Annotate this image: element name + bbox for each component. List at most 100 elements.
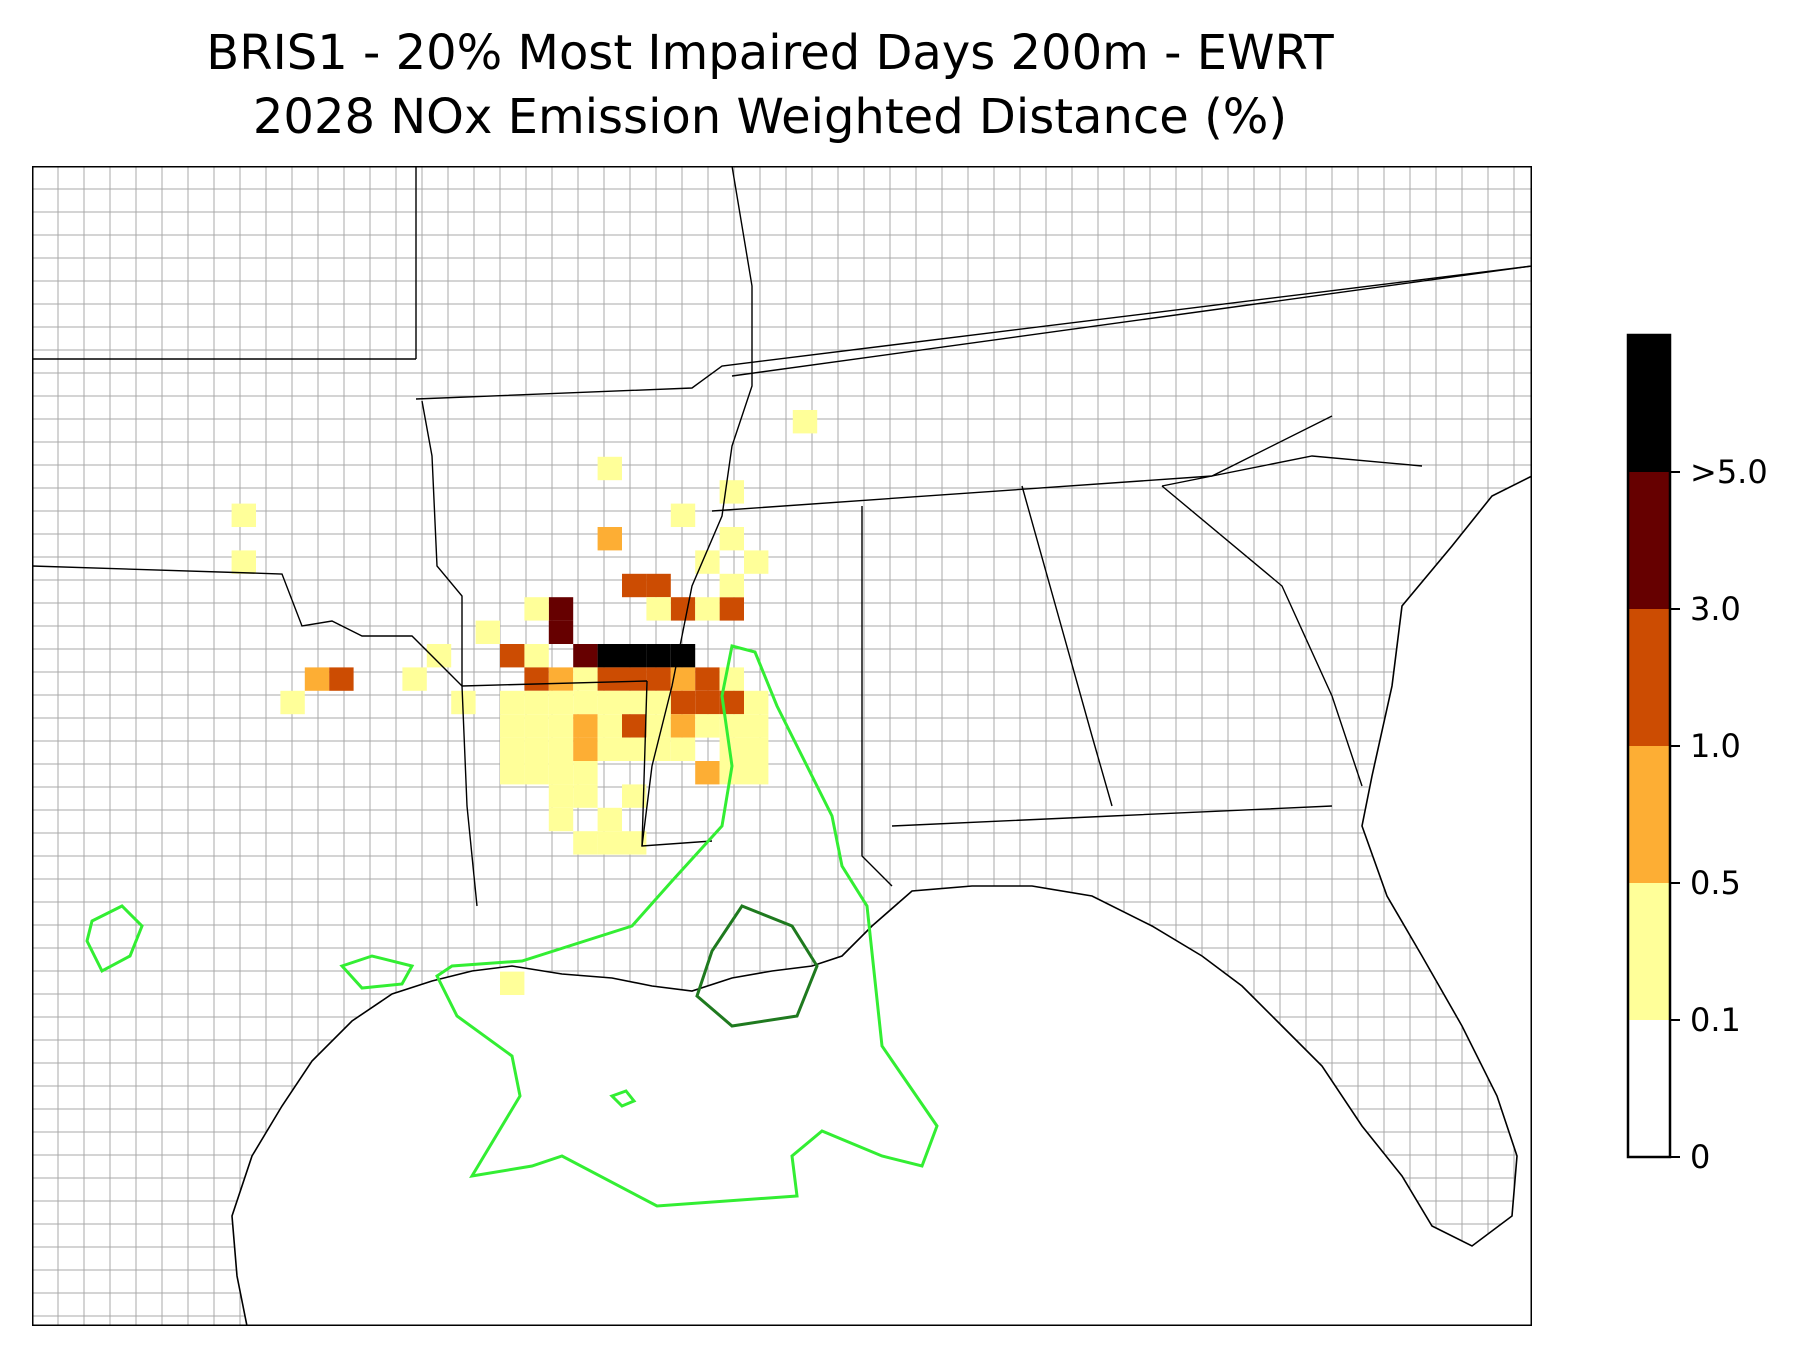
grid-cell	[304, 667, 330, 691]
contours	[85, 644, 939, 1208]
grid-cell	[573, 737, 598, 761]
grid-cell	[719, 690, 744, 715]
state-line-tx-ok	[32, 565, 463, 687]
grid-cell	[622, 784, 647, 808]
emission-grid-cells	[231, 410, 818, 995]
grid-cell	[548, 737, 574, 761]
grid-cell	[597, 714, 622, 738]
grid-cell	[719, 597, 744, 621]
grid-cell	[231, 503, 256, 527]
grid-cell	[500, 737, 525, 761]
state-line-nc-sc	[1161, 455, 1423, 487]
grid-cell	[500, 690, 525, 715]
grid-cell	[695, 597, 720, 621]
grid-cell	[329, 667, 354, 691]
grid-cell	[719, 714, 744, 738]
grid-cell	[622, 737, 647, 761]
map-title-line2: 2028 NOx Emission Weighted Distance (%)	[252, 89, 1288, 145]
colorbar-tick-label: 0.1	[1690, 1001, 1741, 1039]
grid-cell	[695, 667, 720, 691]
grid-cell	[597, 527, 622, 551]
grid-cell	[646, 667, 671, 691]
grid-cell	[744, 690, 769, 715]
grid-cell	[231, 550, 256, 574]
grid-cell	[622, 714, 647, 738]
grid-cell	[670, 737, 696, 761]
grid-cell	[597, 456, 622, 481]
grid-cell	[670, 667, 696, 691]
inner-contour	[695, 904, 819, 1028]
grid-cell	[500, 714, 525, 738]
grid-cell	[622, 690, 647, 715]
grid-cell	[548, 597, 574, 621]
grid-cell	[744, 714, 769, 738]
grid-cell	[744, 761, 769, 785]
grid-cell	[573, 690, 598, 715]
colorbar-tick-label: 3.0	[1690, 590, 1741, 628]
grid-cell	[744, 737, 769, 761]
grid-cell	[524, 644, 549, 668]
grid-cell	[670, 690, 696, 715]
grid-cell	[524, 761, 549, 785]
coastline	[32, 166, 1532, 1326]
grid-cell	[524, 714, 549, 738]
grid-cell	[426, 644, 452, 668]
colorbar-block	[1628, 883, 1670, 1020]
grid-cell	[597, 807, 622, 832]
grid-cell	[792, 410, 818, 434]
tiny-contour-gulf	[609, 1089, 637, 1108]
grid-cell	[573, 714, 598, 738]
grid-cell	[500, 971, 525, 995]
colorbar-tick-label: >5.0	[1690, 453, 1768, 491]
grid-cell	[573, 667, 598, 691]
grid-cell	[548, 690, 574, 715]
grid-cell	[548, 784, 574, 808]
grid-cell	[646, 690, 671, 715]
state-line-ky-tn	[731, 265, 1532, 377]
grid-cell	[695, 714, 720, 738]
grid-cell	[719, 573, 744, 598]
state-line-al-ms	[861, 506, 893, 887]
grid-cell	[402, 667, 427, 691]
grid-cell	[622, 644, 647, 668]
grid-cell	[500, 761, 525, 785]
grid-cell	[695, 761, 720, 785]
grid-cell	[622, 573, 647, 598]
grid-cell	[646, 737, 671, 761]
grid-cell	[524, 597, 549, 621]
map-panel	[32, 166, 1532, 1326]
grid-cell	[719, 737, 744, 761]
colorbar-block	[1628, 746, 1670, 883]
grid-cell	[719, 527, 744, 551]
colorbar-blocks	[1626, 333, 1672, 1159]
grid-cell	[597, 831, 622, 855]
grid-cell	[573, 644, 598, 668]
grid-cell	[622, 667, 647, 691]
grid-cell	[573, 784, 598, 808]
state-line-la-tx	[461, 685, 478, 907]
colorbar-block	[1628, 609, 1670, 746]
grid-cell	[475, 620, 500, 644]
grid-cell	[670, 503, 696, 527]
colorbar-tick-label: 0	[1690, 1138, 1710, 1176]
grid-cell	[548, 667, 574, 691]
colorbar-block	[1628, 472, 1670, 609]
colorbar-tick-label: 1.0	[1690, 727, 1741, 765]
grid-cell	[597, 690, 622, 715]
grid-cell	[548, 807, 574, 832]
state-line-ar-west	[421, 400, 463, 686]
state-line-fl-al	[891, 805, 1333, 827]
grid-cell	[524, 737, 549, 761]
grid-cell	[573, 761, 598, 785]
grid-cell	[670, 597, 696, 621]
grid-cell	[646, 644, 671, 668]
state-line-mississippi-river	[641, 166, 753, 847]
grid-cell	[597, 644, 622, 668]
grid-cell	[670, 714, 696, 738]
grid-cell	[622, 831, 647, 855]
grid-cell	[719, 480, 744, 504]
grid-cell	[646, 714, 671, 738]
grid-cell	[500, 644, 525, 668]
colorbar-tick-label: 0.5	[1690, 864, 1741, 902]
map-title-line1: BRIS1 - 20% Most Impaired Days 200m - EW…	[206, 25, 1334, 81]
